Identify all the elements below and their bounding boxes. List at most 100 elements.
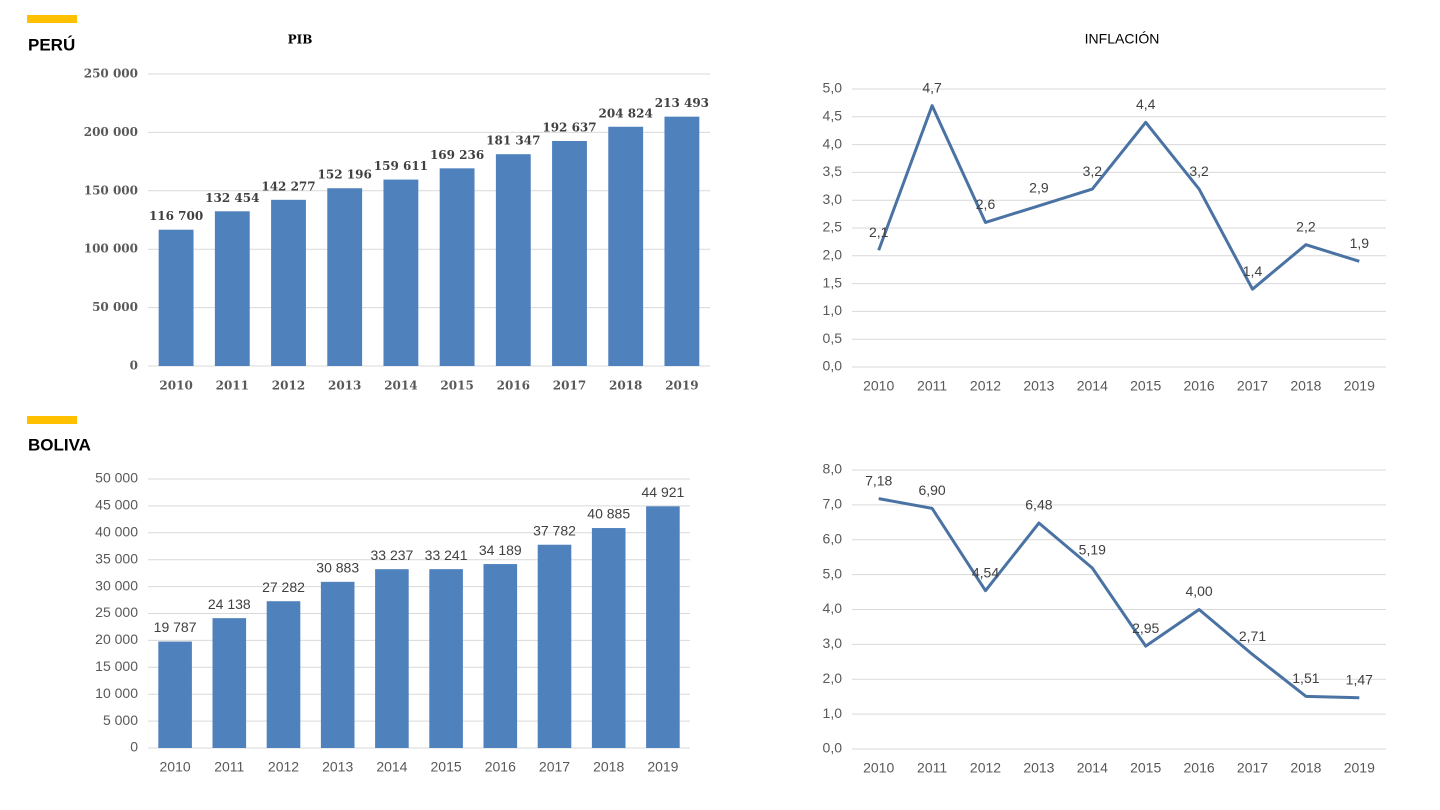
x-tick-label: 2019 [1344,378,1375,394]
x-tick-label: 2014 [1077,378,1108,394]
y-tick-label: 20 000 [95,631,138,647]
x-tick-label: 2018 [593,759,624,775]
y-tick-label: 35 000 [95,550,138,566]
y-tick-label: 4,5 [823,108,843,124]
data-label: 44 921 [641,484,684,500]
section-label: BOLIVA [28,435,91,454]
y-tick-label: 5 000 [103,712,138,728]
x-tick-label: 2015 [1130,760,1161,776]
y-tick-label: 10 000 [95,685,138,701]
data-label: 2,6 [976,196,996,212]
bar [495,154,531,366]
y-tick-label: 1,5 [823,274,843,290]
y-tick-label: 7,0 [823,496,843,512]
bar [158,229,194,366]
y-tick-label: 40 000 [95,524,138,540]
bar [429,569,463,748]
x-tick-label: 2017 [1237,378,1268,394]
data-label: 181 347 [486,134,540,148]
y-tick-label: 1,0 [823,302,843,318]
data-label: 1,51 [1292,670,1319,686]
data-label: 132 454 [205,191,259,205]
y-tick-label: 8,0 [823,461,843,477]
y-tick-label: 250 000 [84,67,138,81]
y-tick-label: 4,0 [823,135,843,151]
data-label: 6,90 [918,482,945,498]
x-tick-label: 2011 [917,378,947,394]
data-label: 152 196 [318,168,372,182]
y-tick-label: 2,0 [823,247,843,263]
data-label: 204 824 [599,106,653,120]
bar [327,188,363,366]
data-label: 2,71 [1239,628,1266,644]
accent-bar [27,416,77,424]
x-tick-label: 2018 [609,379,642,393]
bar [608,126,644,367]
x-tick-label: 2015 [1130,378,1161,394]
data-label: 192 637 [542,120,596,134]
y-tick-label: 50 000 [95,470,138,486]
bar [271,199,306,366]
x-tick-label: 2019 [1344,760,1375,776]
data-label: 169 236 [430,148,484,162]
y-tick-label: 0,0 [823,740,843,756]
y-tick-label: 25 000 [95,604,138,620]
data-label: 5,19 [1079,542,1106,558]
chart: INFLACIÓN 0,0 0,5 1,0 1,5 2,0 2,5 3,0 3,5 4,0 4,5 5… [823,31,1386,394]
x-tick-label: 2019 [665,379,698,393]
data-label: 1,47 [1346,671,1373,687]
y-tick-label: 0 [130,359,138,373]
y-tick-label: 5,0 [823,80,843,96]
x-tick-label: 2015 [440,379,473,393]
x-tick-label: 2013 [1023,760,1054,776]
x-tick-label: 2011 [214,759,244,775]
y-tick-label: 1,0 [823,705,843,721]
data-label: 116 700 [149,209,203,223]
x-tick-label: 2016 [1184,378,1215,394]
x-tick-label: 2014 [376,759,407,775]
x-tick-label: 2015 [431,759,462,775]
data-label: 2,2 [1296,218,1316,234]
bar [266,601,301,748]
y-tick-label: 50 000 [92,300,138,314]
x-tick-label: 2011 [216,379,249,393]
section-label: PERÚ [28,35,75,54]
bar [664,116,700,367]
data-label: 2,95 [1132,620,1159,636]
data-label: 27 282 [262,579,305,595]
bar [439,168,475,366]
x-tick-label: 2011 [917,760,947,776]
x-tick-label: 2014 [1077,760,1108,776]
line [877,104,1360,291]
x-tick-label: 2013 [1023,378,1054,394]
x-tick-label: 2016 [485,759,516,775]
y-tick-label: 200 000 [84,125,138,139]
y-tick-label: 5,0 [823,565,843,581]
data-label: 37 782 [533,522,576,538]
x-tick-label: 2018 [1290,378,1321,394]
chart-title: INFLACIÓN [1085,31,1160,47]
y-tick-label: 100 000 [84,242,138,256]
x-tick-label: 2018 [1290,760,1321,776]
y-tick-label: 3,0 [823,191,843,207]
bar [158,641,192,748]
x-tick-label: 2013 [322,759,353,775]
y-tick-label: 2,0 [823,670,843,686]
y-tick-label: 0 [130,739,138,755]
y-tick-label: 3,0 [823,635,843,651]
bar [212,618,247,748]
x-tick-label: 2012 [268,759,299,775]
x-tick-label: 2016 [1184,760,1215,776]
chart-title: PIB [288,33,313,47]
data-label: 24 138 [208,596,251,612]
y-tick-label: 2,5 [823,219,843,235]
data-label: 40 885 [587,506,630,522]
y-tick-label: 0,0 [823,358,843,374]
x-tick-label: 2012 [970,378,1001,394]
bar [483,564,518,748]
x-tick-label: 2016 [497,379,530,393]
x-tick-label: 2013 [328,379,361,393]
x-tick-label: 2019 [647,759,678,775]
data-label: 2,9 [1029,179,1049,195]
